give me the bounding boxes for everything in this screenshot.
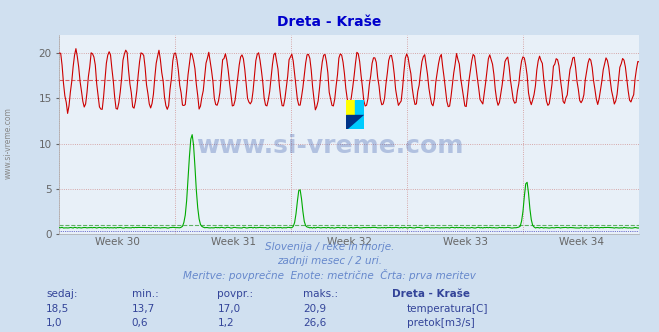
Text: pretok[m3/s]: pretok[m3/s] [407,318,474,328]
Text: 1,2: 1,2 [217,318,234,328]
Bar [346,115,364,129]
Text: 26,6: 26,6 [303,318,326,328]
Text: www.si-vreme.com: www.si-vreme.com [3,107,13,179]
Text: Slovenija / reke in morje.: Slovenija / reke in morje. [265,242,394,252]
Text: 18,5: 18,5 [46,304,69,314]
Text: min.:: min.: [132,289,159,299]
Text: zadnji mesec / 2 uri.: zadnji mesec / 2 uri. [277,256,382,266]
Text: sedaj:: sedaj: [46,289,78,299]
Text: povpr.:: povpr.: [217,289,254,299]
Text: Dreta - Kraše: Dreta - Kraše [392,289,470,299]
Bar [346,100,355,115]
Text: 0,6: 0,6 [132,318,148,328]
Text: Dreta - Kraše: Dreta - Kraše [277,15,382,29]
Text: temperatura[C]: temperatura[C] [407,304,488,314]
Polygon shape [348,115,364,129]
Bar [355,100,364,115]
Text: 20,9: 20,9 [303,304,326,314]
Text: Meritve: povprečne  Enote: metrične  Črta: prva meritev: Meritve: povprečne Enote: metrične Črta:… [183,269,476,281]
Text: maks.:: maks.: [303,289,338,299]
Text: 1,0: 1,0 [46,318,63,328]
Text: www.si-vreme.com: www.si-vreme.com [196,134,463,158]
Text: 13,7: 13,7 [132,304,155,314]
Text: 17,0: 17,0 [217,304,241,314]
